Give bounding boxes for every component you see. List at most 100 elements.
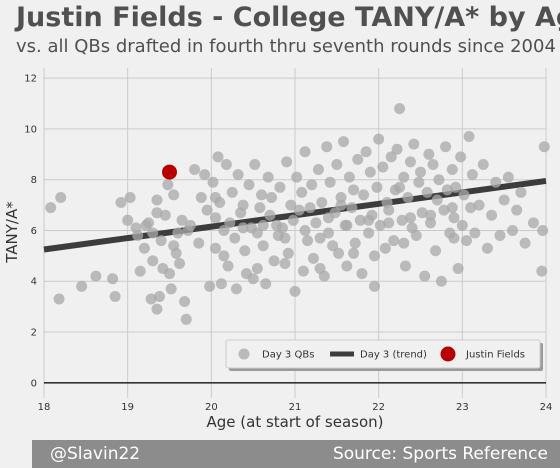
data-point xyxy=(341,261,352,272)
data-point xyxy=(356,268,367,279)
data-point xyxy=(151,195,162,206)
data-point xyxy=(300,225,311,236)
data-point xyxy=(210,243,221,254)
data-point xyxy=(107,273,118,284)
data-point xyxy=(302,235,313,246)
data-point xyxy=(363,215,374,226)
data-point xyxy=(290,286,301,297)
data-point xyxy=(369,281,380,292)
data-point xyxy=(419,271,430,282)
data-point xyxy=(196,192,207,203)
data-point xyxy=(383,217,394,228)
x-tick-label: 21 xyxy=(289,402,302,413)
data-point xyxy=(168,240,179,251)
data-point xyxy=(229,233,240,244)
data-point xyxy=(182,225,193,236)
data-point xyxy=(221,159,232,170)
data-point xyxy=(537,225,548,236)
data-point xyxy=(294,205,305,216)
y-tick-label: 12 xyxy=(24,74,37,85)
data-point xyxy=(464,131,475,142)
data-point xyxy=(189,164,200,175)
data-point xyxy=(503,172,514,183)
data-point xyxy=(233,169,244,180)
data-point xyxy=(428,159,439,170)
data-point xyxy=(346,202,357,213)
data-point xyxy=(507,225,518,236)
data-point xyxy=(447,164,458,175)
data-point xyxy=(423,149,434,160)
highlight-layer xyxy=(162,165,177,180)
data-point xyxy=(405,212,416,223)
data-point xyxy=(279,258,290,269)
data-point xyxy=(461,235,472,246)
data-point xyxy=(258,220,269,231)
data-point xyxy=(536,266,547,277)
data-point xyxy=(264,210,275,221)
data-point xyxy=(405,156,416,167)
data-point xyxy=(415,167,426,178)
data-point xyxy=(520,238,531,249)
legend-label-trend: Day 3 (trend) xyxy=(360,350,427,361)
data-point xyxy=(511,205,522,216)
data-point xyxy=(448,233,459,244)
data-point xyxy=(208,177,219,188)
data-point xyxy=(266,192,277,203)
data-point xyxy=(252,263,263,274)
data-point xyxy=(288,215,299,226)
data-point xyxy=(432,195,443,206)
scatter-chart: 18 19 20 21 22 23 24024681012 Day 3 QBs Day 3 (… xyxy=(0,0,560,440)
justin-fields-point xyxy=(162,165,177,180)
data-point xyxy=(238,200,249,211)
legend-label-day3: Day 3 QBs xyxy=(262,350,314,361)
data-point xyxy=(408,139,419,150)
data-point xyxy=(433,174,444,185)
data-point xyxy=(76,281,87,292)
data-point xyxy=(373,134,384,145)
data-point xyxy=(258,240,269,251)
data-point xyxy=(316,197,327,208)
data-point xyxy=(147,228,158,239)
data-point xyxy=(54,294,65,305)
data-point xyxy=(333,248,344,259)
data-point xyxy=(172,228,183,239)
data-point xyxy=(110,291,121,302)
legend-marker-fields xyxy=(441,347,456,362)
data-point xyxy=(350,238,361,249)
data-point xyxy=(490,177,501,188)
data-point xyxy=(45,202,56,213)
x-tick-label: 23 xyxy=(456,402,469,413)
data-point xyxy=(151,207,162,218)
data-point xyxy=(281,156,292,167)
data-point xyxy=(331,159,342,170)
data-point xyxy=(539,141,550,152)
data-point xyxy=(515,187,526,198)
data-point xyxy=(218,250,229,261)
data-point xyxy=(341,220,352,231)
data-point xyxy=(204,281,215,292)
x-tick-label: 19 xyxy=(121,402,134,413)
data-point xyxy=(459,189,470,200)
data-point xyxy=(365,167,376,178)
data-point xyxy=(380,243,391,254)
data-point xyxy=(305,202,316,213)
data-point xyxy=(263,172,274,183)
data-point xyxy=(254,202,265,213)
data-point xyxy=(411,230,422,241)
data-point xyxy=(528,217,539,228)
data-point xyxy=(469,228,480,239)
data-point xyxy=(277,222,288,233)
data-point xyxy=(440,141,451,152)
data-point xyxy=(210,192,221,203)
data-point xyxy=(139,243,150,254)
data-point xyxy=(344,172,355,183)
data-point xyxy=(398,172,409,183)
footer-author: @Slavin22 xyxy=(50,444,140,464)
data-point xyxy=(296,187,307,198)
data-point xyxy=(227,187,238,198)
data-point xyxy=(358,189,369,200)
data-point xyxy=(467,169,478,180)
data-point xyxy=(486,210,497,221)
data-point xyxy=(174,258,185,269)
data-point xyxy=(147,255,158,266)
